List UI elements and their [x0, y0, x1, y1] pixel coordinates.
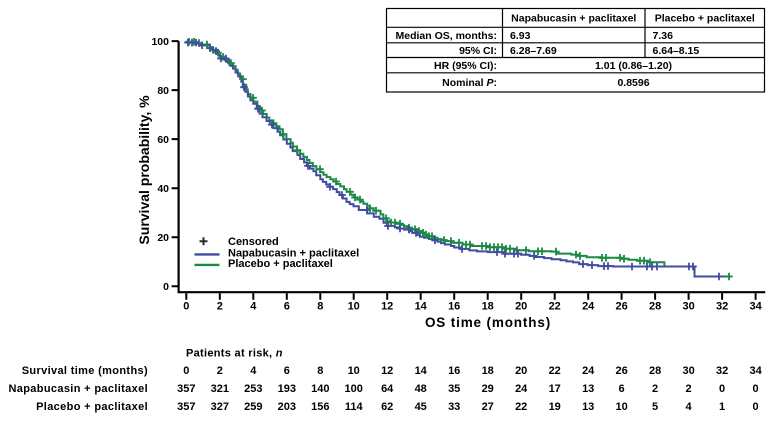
svg-text:253: 253	[244, 383, 262, 395]
svg-text:OS time (months): OS time (months)	[425, 315, 551, 330]
svg-text:10: 10	[348, 365, 360, 377]
svg-text:62: 62	[381, 401, 393, 413]
svg-text:6.93: 6.93	[510, 30, 531, 42]
svg-text:327: 327	[211, 401, 229, 413]
svg-text:Napabucasin + paclitaxel: Napabucasin + paclitaxel	[8, 383, 148, 395]
svg-text:4: 4	[686, 401, 693, 413]
svg-text:13: 13	[582, 383, 594, 395]
svg-text:140: 140	[311, 383, 329, 395]
svg-text:193: 193	[278, 383, 296, 395]
svg-text:17: 17	[549, 383, 561, 395]
svg-text:16: 16	[448, 365, 460, 377]
svg-text:45: 45	[415, 401, 427, 413]
svg-text:0: 0	[163, 281, 169, 293]
svg-text:259: 259	[244, 401, 262, 413]
svg-text:Censored: Censored	[228, 236, 279, 248]
svg-text:16: 16	[448, 301, 460, 313]
svg-text:0: 0	[183, 301, 189, 313]
svg-text:64: 64	[381, 383, 394, 395]
svg-text:19: 19	[549, 401, 561, 413]
svg-text:18: 18	[482, 301, 494, 313]
svg-text:321: 321	[211, 383, 229, 395]
svg-text:2: 2	[217, 301, 223, 313]
svg-text:22: 22	[549, 301, 561, 313]
svg-text:1.01 (0.86–1.20): 1.01 (0.86–1.20)	[595, 60, 672, 72]
svg-text:13: 13	[582, 401, 594, 413]
svg-text:0.8596: 0.8596	[617, 77, 649, 89]
svg-text:Median OS, months:: Median OS, months:	[395, 30, 497, 42]
svg-text:24: 24	[582, 301, 595, 313]
svg-text:HR (95% CI):: HR (95% CI):	[434, 60, 497, 72]
svg-text:2: 2	[686, 383, 692, 395]
svg-text:20: 20	[515, 301, 527, 313]
svg-text:18: 18	[482, 365, 494, 377]
svg-text:357: 357	[177, 383, 195, 395]
svg-text:12: 12	[381, 301, 393, 313]
svg-text:6: 6	[284, 301, 290, 313]
svg-text:80: 80	[157, 85, 169, 97]
svg-text:Survival time (months): Survival time (months)	[22, 365, 148, 377]
svg-text:Napabucasin + paclitaxel: Napabucasin + paclitaxel	[511, 13, 636, 25]
svg-text:6: 6	[619, 383, 625, 395]
svg-text:0: 0	[753, 383, 759, 395]
svg-text:0: 0	[719, 383, 725, 395]
svg-text:4: 4	[250, 365, 257, 377]
svg-text:35: 35	[448, 383, 460, 395]
svg-text:100: 100	[345, 383, 363, 395]
svg-text:Survival probability, %: Survival probability, %	[136, 95, 152, 245]
svg-text:95% CI:: 95% CI:	[459, 45, 497, 57]
svg-text:Nominal P:: Nominal P:	[442, 77, 497, 89]
svg-text:Placebo + paclitaxel: Placebo + paclitaxel	[655, 13, 755, 25]
svg-text:Placebo + paclitaxel: Placebo + paclitaxel	[36, 401, 148, 413]
svg-text:14: 14	[415, 301, 428, 313]
svg-text:0: 0	[183, 365, 189, 377]
svg-text:6.64–8.15: 6.64–8.15	[653, 45, 700, 57]
svg-text:30: 30	[682, 301, 694, 313]
svg-text:6.28–7.69: 6.28–7.69	[510, 45, 557, 57]
svg-text:30: 30	[682, 365, 694, 377]
svg-text:32: 32	[716, 301, 728, 313]
svg-text:12: 12	[381, 365, 393, 377]
svg-text:29: 29	[482, 383, 494, 395]
svg-text:5: 5	[652, 401, 658, 413]
svg-text:2: 2	[652, 383, 658, 395]
svg-text:8: 8	[317, 301, 323, 313]
svg-text:Patients at risk, n: Patients at risk, n	[186, 348, 283, 360]
svg-text:14: 14	[415, 365, 428, 377]
svg-text:48: 48	[415, 383, 427, 395]
svg-text:10: 10	[348, 301, 360, 313]
svg-text:22: 22	[515, 401, 527, 413]
svg-text:357: 357	[177, 401, 195, 413]
svg-text:33: 33	[448, 401, 460, 413]
svg-text:7.36: 7.36	[653, 30, 674, 42]
svg-text:2: 2	[217, 365, 223, 377]
svg-text:22: 22	[549, 365, 561, 377]
svg-text:10: 10	[615, 401, 627, 413]
svg-text:27: 27	[482, 401, 494, 413]
svg-text:32: 32	[716, 365, 728, 377]
svg-text:20: 20	[157, 232, 169, 244]
svg-text:156: 156	[311, 401, 329, 413]
svg-text:40: 40	[157, 183, 169, 195]
svg-text:28: 28	[649, 365, 661, 377]
svg-text:60: 60	[157, 134, 169, 146]
svg-text:26: 26	[615, 301, 627, 313]
svg-text:20: 20	[515, 365, 527, 377]
svg-text:0: 0	[753, 401, 759, 413]
svg-text:6: 6	[284, 365, 290, 377]
svg-text:28: 28	[649, 301, 661, 313]
svg-text:24: 24	[515, 383, 528, 395]
svg-text:4: 4	[250, 301, 257, 313]
svg-text:100: 100	[151, 36, 169, 48]
svg-text:24: 24	[582, 365, 595, 377]
svg-text:8: 8	[317, 365, 323, 377]
svg-text:34: 34	[749, 365, 762, 377]
svg-text:Napabucasin + paclitaxel: Napabucasin + paclitaxel	[228, 248, 359, 260]
svg-text:34: 34	[749, 301, 762, 313]
svg-text:114: 114	[345, 401, 364, 413]
svg-text:203: 203	[278, 401, 296, 413]
svg-text:26: 26	[615, 365, 627, 377]
svg-text:Placebo + paclitaxel: Placebo + paclitaxel	[228, 258, 333, 270]
svg-text:1: 1	[719, 401, 725, 413]
